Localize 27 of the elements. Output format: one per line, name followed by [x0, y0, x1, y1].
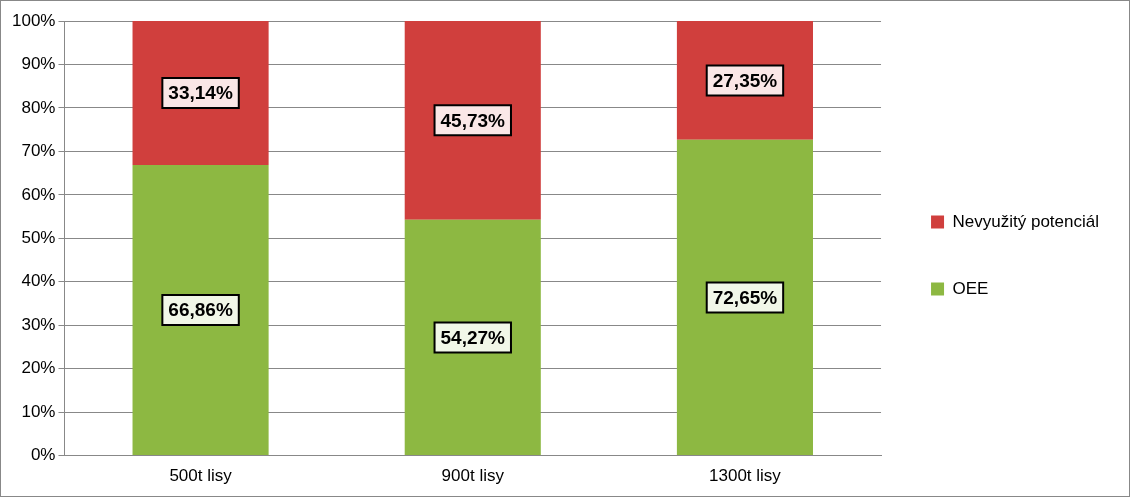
- y-tick-label: 70%: [21, 141, 56, 161]
- y-tick-label: 50%: [21, 227, 56, 247]
- bar: [132, 21, 269, 166]
- data-label: 54,27%: [440, 326, 506, 348]
- x-tick-label: 900t lisy: [441, 466, 505, 486]
- bar: [404, 219, 541, 456]
- data-label: 66,86%: [168, 299, 233, 321]
- bar: [132, 165, 269, 456]
- data-label: 72,65%: [712, 286, 778, 308]
- y-tick-label: 80%: [21, 97, 56, 117]
- x-tick-label: 500t lisy: [169, 466, 233, 486]
- y-tick-label: 20%: [21, 358, 56, 378]
- y-tick-label: 10%: [21, 401, 56, 421]
- legend-label: Nevyužitý potenciál: [952, 211, 1100, 231]
- y-tick-label: 90%: [21, 54, 56, 74]
- data-label: 45,73%: [440, 109, 506, 131]
- y-tick-label: 60%: [21, 184, 56, 204]
- data-label: 27,35%: [712, 69, 778, 91]
- x-tick-label: 1300t lisy: [709, 466, 782, 486]
- y-tick-label: 40%: [21, 271, 56, 291]
- y-tick-label: 30%: [21, 314, 56, 334]
- y-tick-label: 0%: [30, 445, 56, 465]
- legend-label: OEE: [952, 278, 989, 298]
- bar: [404, 21, 541, 220]
- data-label: 33,14%: [168, 82, 233, 104]
- bar: [676, 139, 813, 456]
- y-tick-label: 100%: [12, 10, 56, 30]
